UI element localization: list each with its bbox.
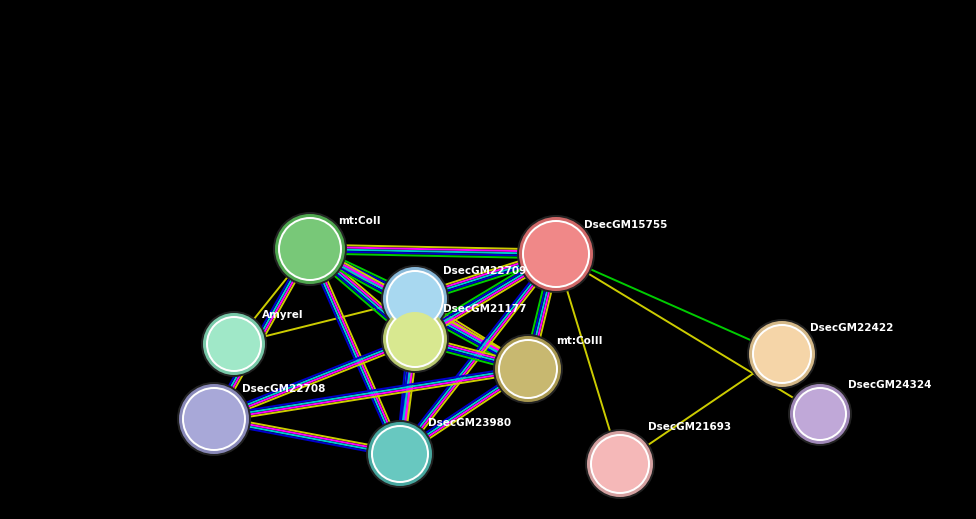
Circle shape	[366, 420, 434, 488]
Circle shape	[280, 219, 340, 279]
Circle shape	[275, 214, 345, 284]
Circle shape	[383, 267, 447, 331]
Circle shape	[793, 387, 847, 441]
Circle shape	[790, 384, 850, 444]
Circle shape	[201, 311, 267, 377]
Circle shape	[184, 389, 244, 449]
Circle shape	[500, 341, 556, 397]
Circle shape	[519, 217, 593, 291]
Text: DsecGM23980: DsecGM23980	[428, 418, 511, 428]
Text: DsecGM21177: DsecGM21177	[443, 304, 526, 314]
Text: DsecGM22709: DsecGM22709	[443, 266, 526, 276]
Circle shape	[493, 334, 563, 404]
Circle shape	[381, 265, 449, 333]
Circle shape	[495, 336, 561, 402]
Circle shape	[373, 427, 427, 481]
Circle shape	[368, 422, 432, 486]
Circle shape	[754, 326, 810, 382]
Circle shape	[386, 270, 444, 328]
Circle shape	[206, 316, 262, 372]
Circle shape	[752, 324, 812, 384]
Circle shape	[524, 222, 588, 286]
Circle shape	[517, 215, 595, 293]
Circle shape	[371, 425, 429, 483]
Circle shape	[388, 272, 442, 326]
Circle shape	[587, 431, 653, 497]
Circle shape	[203, 313, 265, 375]
Circle shape	[388, 312, 442, 366]
Circle shape	[208, 318, 260, 370]
Text: DsecGM22422: DsecGM22422	[810, 323, 893, 333]
Text: DsecGM22708: DsecGM22708	[242, 384, 325, 394]
Circle shape	[498, 339, 558, 399]
Circle shape	[522, 220, 590, 288]
Circle shape	[590, 434, 650, 494]
Text: Amyrel: Amyrel	[262, 310, 304, 320]
Circle shape	[749, 321, 815, 387]
Circle shape	[795, 389, 845, 439]
Text: DsecGM21693: DsecGM21693	[648, 422, 731, 432]
Text: mt:CoII: mt:CoII	[338, 216, 381, 226]
Circle shape	[182, 387, 246, 451]
Circle shape	[278, 217, 342, 281]
Circle shape	[747, 319, 817, 389]
Circle shape	[383, 307, 447, 371]
Circle shape	[273, 212, 347, 286]
Circle shape	[788, 382, 852, 446]
Text: mt:CoIII: mt:CoIII	[556, 336, 602, 346]
Circle shape	[381, 305, 449, 373]
Text: DsecGM15755: DsecGM15755	[584, 220, 668, 230]
Circle shape	[386, 310, 444, 368]
Text: DsecGM24324: DsecGM24324	[848, 380, 931, 390]
Circle shape	[592, 436, 648, 492]
Circle shape	[585, 429, 655, 499]
Circle shape	[177, 382, 251, 456]
Circle shape	[179, 384, 249, 454]
